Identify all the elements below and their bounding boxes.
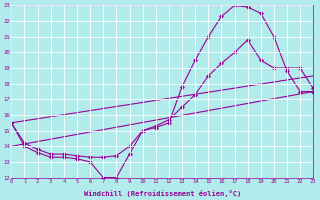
X-axis label: Windchill (Refroidissement éolien,°C): Windchill (Refroidissement éolien,°C) bbox=[84, 190, 241, 197]
